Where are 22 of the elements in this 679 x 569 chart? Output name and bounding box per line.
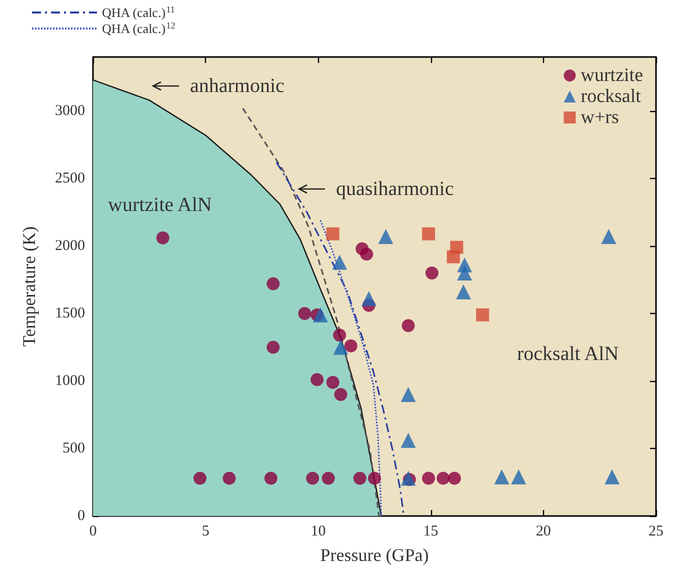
x-tick-label: 10 — [310, 524, 326, 540]
y-tick-label: 1000 — [55, 373, 85, 389]
y-tick-label: 500 — [62, 440, 85, 456]
x-axis-title: Pressure (GPa) — [320, 545, 429, 565]
y-tick-label: 0 — [78, 508, 85, 524]
annotation: wurtzite AlN — [108, 193, 212, 217]
x-tick-label: 15 — [423, 524, 438, 540]
y-axis-title: Temperature (K) — [19, 226, 39, 347]
x-tick-label: 20 — [536, 524, 551, 540]
y-tick-label: 2000 — [55, 238, 85, 254]
annotation: anharmonic — [190, 74, 284, 98]
x-tick-label: 5 — [202, 524, 210, 540]
y-tick-label: 3000 — [55, 103, 85, 119]
y-tick-label: 1500 — [55, 306, 85, 322]
y-tick-label: 2500 — [55, 170, 85, 186]
x-tick-label: 25 — [648, 524, 664, 540]
annotation: rocksalt AlN — [517, 342, 619, 366]
legend-label: rocksalt — [580, 86, 642, 107]
legend-label: wurtzite — [580, 65, 644, 86]
annotation: quasiharmonic — [336, 177, 454, 201]
legend-label: w+rs — [580, 107, 619, 128]
x-tick-label: 0 — [89, 524, 97, 540]
